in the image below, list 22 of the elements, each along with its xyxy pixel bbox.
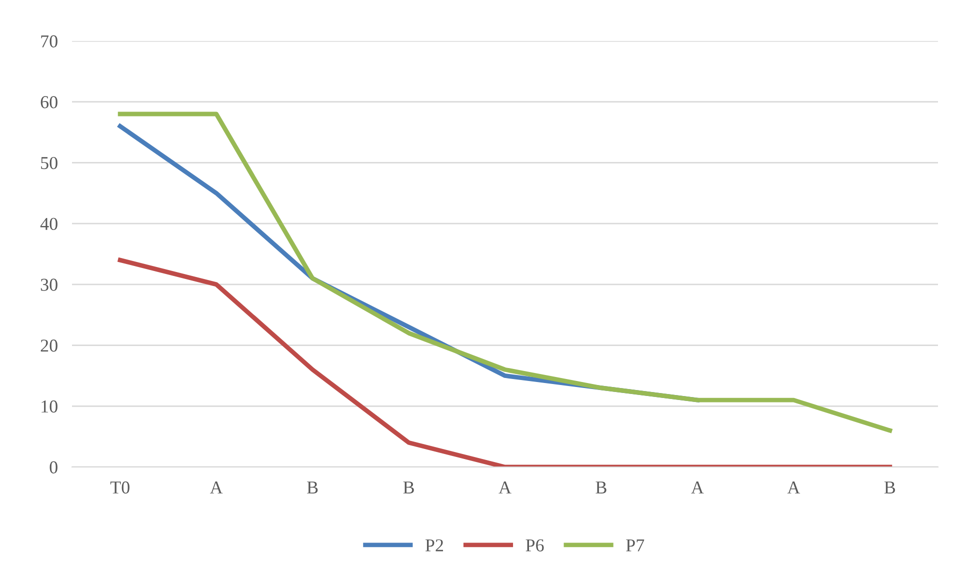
x-tick-label: B [307,482,318,494]
x-tick-label: B [403,482,414,494]
x-tick-label: A [498,482,512,494]
y-tick-label: 0 [50,461,58,474]
y-tick-label: 20 [40,340,58,352]
legend-label: P2 [425,539,444,552]
x-tick-label: A [210,482,223,494]
y-tick-label: 70 [41,35,58,48]
legend-label: P7 [626,539,644,552]
y-tick-label: 50 [41,156,58,170]
y-tick-label: 10 [42,400,58,413]
y-tick-label: 30 [40,278,58,291]
legend-label: P6 [526,539,544,552]
line-series [118,258,892,467]
x-tick-label: T0 [110,481,130,494]
x-tick-label: B [596,482,606,494]
x-tick-label: A [691,482,704,494]
x-tick-label: A [787,482,800,494]
y-tick-label: 40 [40,218,58,230]
x-tick-label: B [884,482,896,494]
y-tick-label: 60 [40,96,58,108]
line-series [118,112,892,433]
